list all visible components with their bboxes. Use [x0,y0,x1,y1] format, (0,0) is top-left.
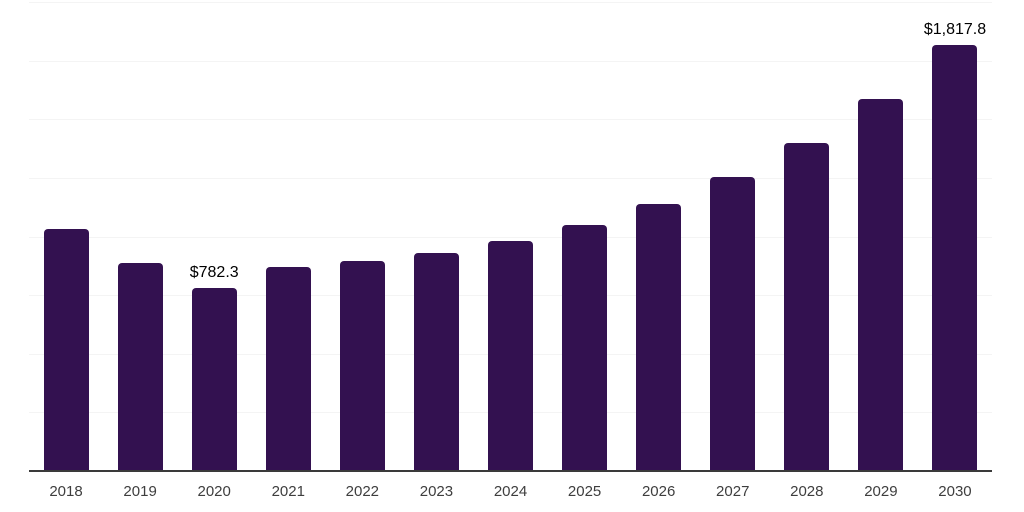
bar-group-2026 [622,2,696,471]
bar-2019 [117,262,163,471]
bar-group-2025 [548,2,622,471]
bar-2027 [710,176,756,471]
x-tick-2023: 2023 [419,483,454,500]
x-tick-2029: 2029 [864,483,898,500]
bar-2024 [488,240,533,471]
bar-2025 [562,224,608,471]
bar-group-2022 [325,2,399,471]
bar-2021 [265,266,311,471]
x-axis-line [29,470,992,472]
bar-group-2023 [399,2,473,471]
gridline-1750 [29,60,992,62]
bar-2022 [339,260,385,471]
x-tick-2021: 2021 [271,483,305,500]
bar-group-2020: $782.3 [177,2,251,471]
gridline-1000 [29,236,992,238]
x-tick-2026: 2026 [641,483,676,500]
x-tick-2030: 2030 [938,483,972,500]
bars-row: $782.3 $1,817.8 [29,2,992,471]
x-tick-2019: 2019 [123,483,157,500]
x-tick-2027: 2027 [716,483,750,500]
bar-2018 [43,228,89,471]
bar-2023 [413,252,459,471]
x-tick-2022: 2022 [345,483,380,500]
gridline-1250 [29,177,992,179]
bar-value-label-2030: $1,817.8 [923,20,987,38]
plot-area: $782.3 $1,817.8 [29,2,992,471]
x-tick-2020: 2020 [197,483,231,500]
x-tick-2018: 2018 [49,483,83,500]
bar-2028 [784,142,830,471]
x-tick-2028: 2028 [790,483,824,500]
bar-2030 [932,44,978,471]
bar-2020 [191,287,237,471]
bar-group-2019 [103,2,177,471]
bar-group-2024 [473,2,547,471]
gridline-1500 [29,119,992,121]
x-tick-2024: 2024 [493,483,528,500]
x-tick-2025: 2025 [567,483,602,500]
bar-group-2018 [29,2,103,471]
bar-group-2021 [251,2,325,471]
bar-group-2030: $1,817.8 [918,2,992,471]
bar-group-2029 [844,2,918,471]
bar-2026 [636,203,682,471]
x-axis-labels: 2018 2019 2020 2021 2022 2023 2024 2025 2026 2027… [29,483,992,501]
bar-2029 [858,99,904,471]
bar-group-2027 [696,2,770,471]
bar-group-2028 [770,2,844,471]
gridline-2000 [29,2,992,3]
bar-value-label-2020: $782.3 [189,263,239,281]
